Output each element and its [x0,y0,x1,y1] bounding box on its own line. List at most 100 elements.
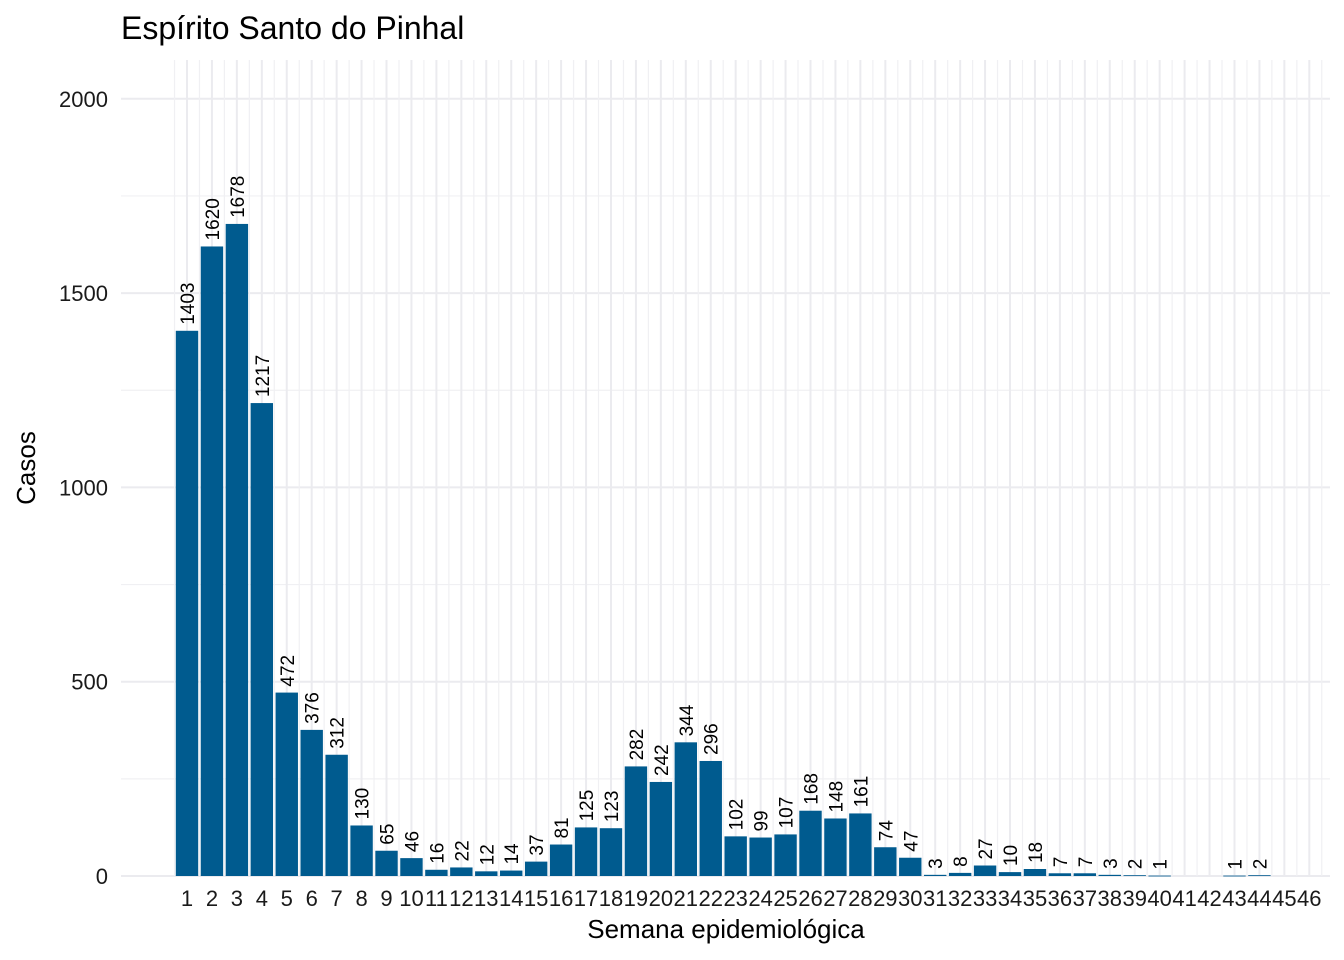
data-label: 282 [627,729,648,761]
bar [1123,875,1146,877]
data-label: 10 [1001,845,1022,866]
bar [350,825,373,876]
bar [649,781,673,876]
bar [325,754,348,876]
x-tick-label: 3 [231,886,243,911]
x-tick-label: 22 [698,886,722,911]
x-tick-label: 24 [748,886,772,911]
x-tick-label: 9 [380,886,392,911]
data-label: 242 [652,744,673,776]
data-label: 168 [802,773,823,805]
bar [524,861,548,876]
bar [225,223,249,876]
data-label: 296 [702,723,723,755]
y-tick-label: 2000 [59,87,108,112]
x-tick-label: 40 [1147,886,1171,911]
bar [774,834,797,876]
data-label: 125 [577,790,598,822]
bar [874,847,897,876]
data-label: 46 [402,831,423,852]
data-label: 18 [1026,842,1047,863]
data-label: 102 [727,799,748,831]
x-tick-label: 20 [649,886,673,911]
data-label: 376 [303,692,324,724]
x-axis-title: Semana epidemiológica [587,914,865,944]
bar [275,692,298,876]
bar [200,246,224,876]
data-label: 27 [976,838,997,859]
x-tick-label: 28 [848,886,872,911]
x-tick-label: 7 [331,886,343,911]
x-tick-label: 1 [181,886,193,911]
bar [1073,873,1097,876]
x-tick-label: 21 [674,886,698,911]
data-label: 7 [1051,857,1072,868]
bar [1098,874,1121,876]
data-label: 8 [951,856,972,867]
bars [175,223,1271,877]
data-label: 1 [1151,859,1172,870]
data-label: 12 [477,844,498,865]
x-tick-label: 36 [1048,886,1072,911]
bar [500,870,523,876]
x-tick-label: 34 [998,886,1022,911]
data-label: 148 [826,781,847,813]
data-label: 2 [1126,859,1147,870]
data-label: 14 [502,843,523,865]
x-tick-label: 37 [1073,886,1097,911]
bar [574,827,598,876]
x-tick-label: 23 [723,886,747,911]
bar [924,874,947,876]
x-tick-label: 19 [624,886,648,911]
data-label: 81 [552,817,573,838]
x-tick-label: 11 [425,886,448,911]
data-label: 1217 [253,355,274,397]
data-label: 3 [1101,858,1122,869]
x-tick-label: 30 [898,886,922,911]
data-label: 161 [851,776,872,808]
bar [674,742,697,876]
y-axis-title: Casos [11,431,41,505]
x-tick-label: 33 [973,886,997,911]
x-tick-label: 27 [823,886,847,911]
bar [599,828,623,876]
bar [400,858,423,876]
x-tick-label: 13 [474,886,498,911]
bar [475,871,498,876]
y-tick-label: 1000 [59,475,108,500]
data-label: 16 [427,843,448,864]
bar [549,844,573,876]
x-tick-label: 26 [798,886,822,911]
bar [1148,875,1171,877]
data-label: 344 [677,704,698,736]
data-label: 1620 [203,198,224,240]
y-axis-ticks: 0 500 1000 1500 2000 [59,87,108,889]
x-tick-label: 43 [1222,886,1246,911]
x-tick-label: 44 [1247,886,1271,911]
data-label: 1 [1225,859,1246,870]
x-tick-label: 4 [256,886,268,911]
data-label: 1403 [178,283,199,325]
x-tick-label: 25 [773,886,797,911]
bar [1223,875,1246,877]
bar [948,872,972,876]
data-label: 472 [278,655,299,687]
data-label: 107 [777,797,798,829]
x-tick-label: 45 [1272,886,1296,911]
data-label: 3 [926,858,947,869]
data-label: 65 [378,824,399,845]
chart-title: Espírito Santo do Pinhal [121,10,464,46]
bar [824,818,847,876]
x-tick-label: 14 [499,886,523,911]
bar [1023,869,1047,876]
bar [300,729,323,876]
data-label: 312 [328,717,349,749]
x-tick-label: 2 [206,886,218,911]
bar [749,837,772,876]
x-tick-label: 32 [948,886,972,911]
x-tick-label: 17 [574,886,598,911]
data-label: 47 [901,831,922,852]
x-tick-label: 8 [355,886,367,911]
